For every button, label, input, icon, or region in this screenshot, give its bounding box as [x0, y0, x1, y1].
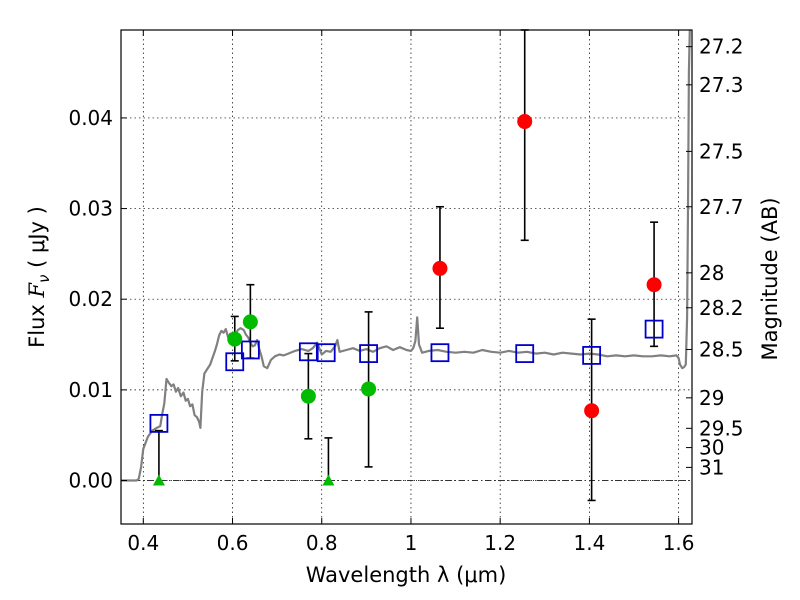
square-photometry-marker: [316, 343, 336, 363]
magnitude-tick-label: 30: [699, 436, 724, 460]
circle-photometry-marker: [300, 388, 316, 404]
y-tick-label: 0.04: [68, 106, 113, 130]
y-axis-ticks: 0.00 0.01 0.02 0.03 0.04: [68, 106, 127, 492]
magnitude-tick-label: 27.3: [699, 73, 744, 97]
square-photometry-marker: [515, 344, 535, 363]
square-photometry-marker: [430, 343, 450, 363]
plot-frame: [120, 29, 693, 525]
circle-photometry-marker: [517, 114, 533, 130]
magnitude-tick-label: 31: [699, 455, 724, 479]
magnitude-tick-label: 28.2: [699, 296, 744, 320]
y-axis-label-unit: ( μJy ): [25, 206, 49, 274]
data-markers: [149, 114, 664, 486]
x-axis-label: Wavelength λ (μm): [306, 563, 507, 587]
x-axis-ticks: 0.4 0.6 0.8 1 1.2 1.4 1.6: [127, 30, 695, 555]
upper-limit-triangle-marker: [152, 474, 165, 486]
circle-photometry-marker: [432, 260, 448, 276]
y-tick-label: 0.01: [68, 378, 113, 402]
magnitude-tick-label: 28: [699, 261, 724, 285]
circle-photometry-marker: [584, 403, 600, 419]
x-tick-label: 1.4: [573, 531, 605, 555]
square-photometry-marker: [359, 344, 378, 363]
y-axis-label-symbol: F: [25, 282, 49, 299]
x-tick-label: 1: [405, 531, 418, 555]
y-tick-label: 0.02: [68, 287, 113, 311]
square-photometry-marker: [644, 319, 664, 339]
x-tick-label: 0.4: [127, 531, 159, 555]
y-tick-label: 0.00: [68, 468, 113, 492]
magnitude-tick-label: 29.5: [699, 416, 744, 440]
sed-model-curve: [121, 29, 691, 482]
circle-photometry-marker: [646, 277, 662, 293]
square-photometry-marker: [582, 346, 602, 365]
square-photometry-marker: [225, 352, 245, 372]
magnitude-tick-label: 27.2: [699, 35, 744, 59]
y-axis-label-subscript: ν: [35, 275, 53, 283]
upper-limit-triangle-marker: [322, 474, 335, 486]
y-axis-label-prefix: Flux: [25, 298, 49, 348]
square-photometry-marker: [149, 413, 169, 433]
y-tick-label: 0.03: [68, 197, 113, 221]
x-tick-label: 0.8: [306, 531, 338, 555]
x-tick-label: 1.2: [484, 531, 516, 555]
right-axis-label: Magnitude (AB): [758, 197, 782, 360]
y-axis-label: Flux Fν ( μJy ): [25, 206, 53, 348]
magnitude-tick-label: 27.5: [699, 139, 744, 163]
magnitude-tick-label: 29: [699, 386, 724, 410]
magnitude-tick-label: 28.5: [699, 337, 744, 361]
x-tick-label: 1.6: [663, 531, 695, 555]
square-photometry-marker: [240, 340, 260, 360]
circle-photometry-marker: [242, 314, 258, 330]
circle-photometry-marker: [227, 331, 243, 347]
magnitude-tick-label: 27.7: [699, 195, 744, 219]
x-tick-label: 0.6: [217, 531, 249, 555]
circle-photometry-marker: [361, 381, 377, 397]
